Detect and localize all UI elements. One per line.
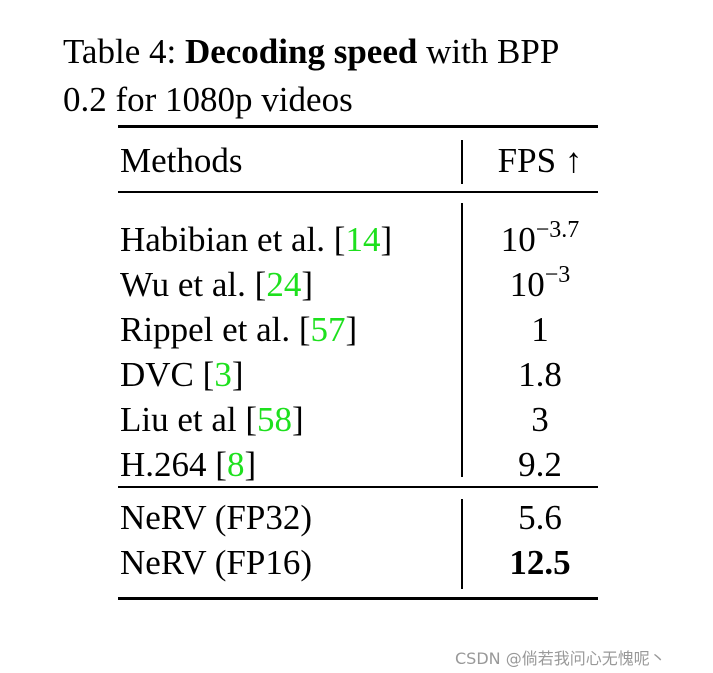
caption-label: Table 4: [63, 32, 177, 71]
method-cell: Liu et al [58] [120, 402, 304, 437]
fps-cell: 9.2 [460, 447, 620, 482]
caption-text: 0.2 for 1080p videos [63, 80, 353, 119]
bracket: ] [244, 445, 257, 484]
bracket: ] [345, 310, 358, 349]
caption-text: with BPP [426, 32, 560, 71]
method-name: DVC [ [120, 355, 215, 394]
fps-value: 5.6 [518, 498, 562, 537]
method-cell: Habibian et al. [14] [120, 222, 392, 257]
method-name: Habibian et al. [ [120, 220, 346, 259]
fps-cell: 5.6 [460, 500, 620, 535]
fps-value: 1.8 [518, 355, 562, 394]
column-divider [461, 203, 463, 477]
column-divider [461, 499, 463, 589]
top-rule [118, 125, 598, 128]
bracket: ] [380, 220, 393, 259]
bottom-rule [118, 597, 598, 600]
citation: 14 [345, 220, 381, 259]
caption-bold: Decoding speed [184, 32, 418, 71]
fps-cell: 10−3 [460, 263, 620, 304]
citation: 24 [266, 265, 302, 304]
fps-value: 3 [531, 400, 549, 439]
citation: 3 [214, 355, 232, 394]
citation: 57 [310, 310, 346, 349]
citation: 8 [226, 445, 245, 484]
fps-cell: 10−3.7 [460, 218, 620, 259]
header-fps: FPS ↑ [497, 141, 583, 180]
method-name: Wu et al. [ [120, 265, 267, 304]
bracket: ] [301, 265, 313, 304]
column-divider [461, 140, 463, 184]
fps-base: 10 [500, 220, 536, 259]
fps-base: 10 [509, 265, 545, 304]
method-cell: DVC [3] [120, 357, 243, 392]
caption-line: Table 4: Decoding speed with BPP [63, 34, 559, 69]
method-name: NeRV (FP16) [120, 543, 312, 582]
fps-value: 9.2 [518, 445, 562, 484]
mid-rule [118, 486, 598, 488]
fps-value: 1 [531, 310, 549, 349]
bracket: ] [231, 355, 244, 394]
fps-cell: 1.8 [460, 357, 620, 392]
method-cell: Rippel et al. [57] [120, 312, 357, 347]
method-cell: NeRV (FP32) [120, 500, 312, 535]
bracket: ] [292, 400, 304, 439]
method-cell: H.264 [8] [120, 447, 256, 482]
method-cell: NeRV (FP16) [120, 545, 312, 580]
method-cell: Wu et al. [24] [120, 267, 313, 302]
method-name: H.264 [ [120, 445, 227, 484]
fps-cell: 1 [460, 312, 620, 347]
method-name: Rippel et al. [ [120, 310, 311, 349]
fps-exponent: −3 [544, 262, 571, 288]
fps-cell: 12.5 [460, 545, 620, 580]
method-name: Liu et al [ [120, 400, 258, 439]
fps-exponent: −3.7 [535, 217, 580, 243]
fps-value: 12.5 [509, 543, 571, 582]
fps-cell: 3 [460, 402, 620, 437]
watermark: CSDN @倘若我问心无愧呢丶 [455, 649, 666, 668]
header-methods: Methods [120, 141, 243, 180]
method-name: NeRV (FP32) [120, 498, 312, 537]
mid-rule [118, 191, 598, 193]
citation: 58 [257, 400, 293, 439]
